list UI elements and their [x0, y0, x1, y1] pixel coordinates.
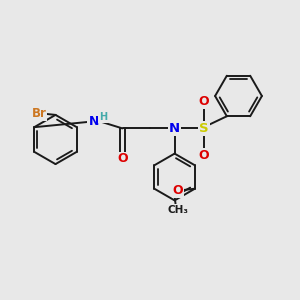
Text: N: N: [88, 115, 99, 128]
Text: O: O: [117, 152, 128, 166]
Text: O: O: [173, 184, 183, 197]
Text: H: H: [99, 112, 107, 122]
Text: CH₃: CH₃: [168, 205, 189, 215]
Text: S: S: [199, 122, 209, 135]
Text: O: O: [199, 148, 209, 162]
Text: O: O: [199, 95, 209, 108]
Text: Br: Br: [32, 107, 46, 120]
Text: N: N: [169, 122, 180, 135]
